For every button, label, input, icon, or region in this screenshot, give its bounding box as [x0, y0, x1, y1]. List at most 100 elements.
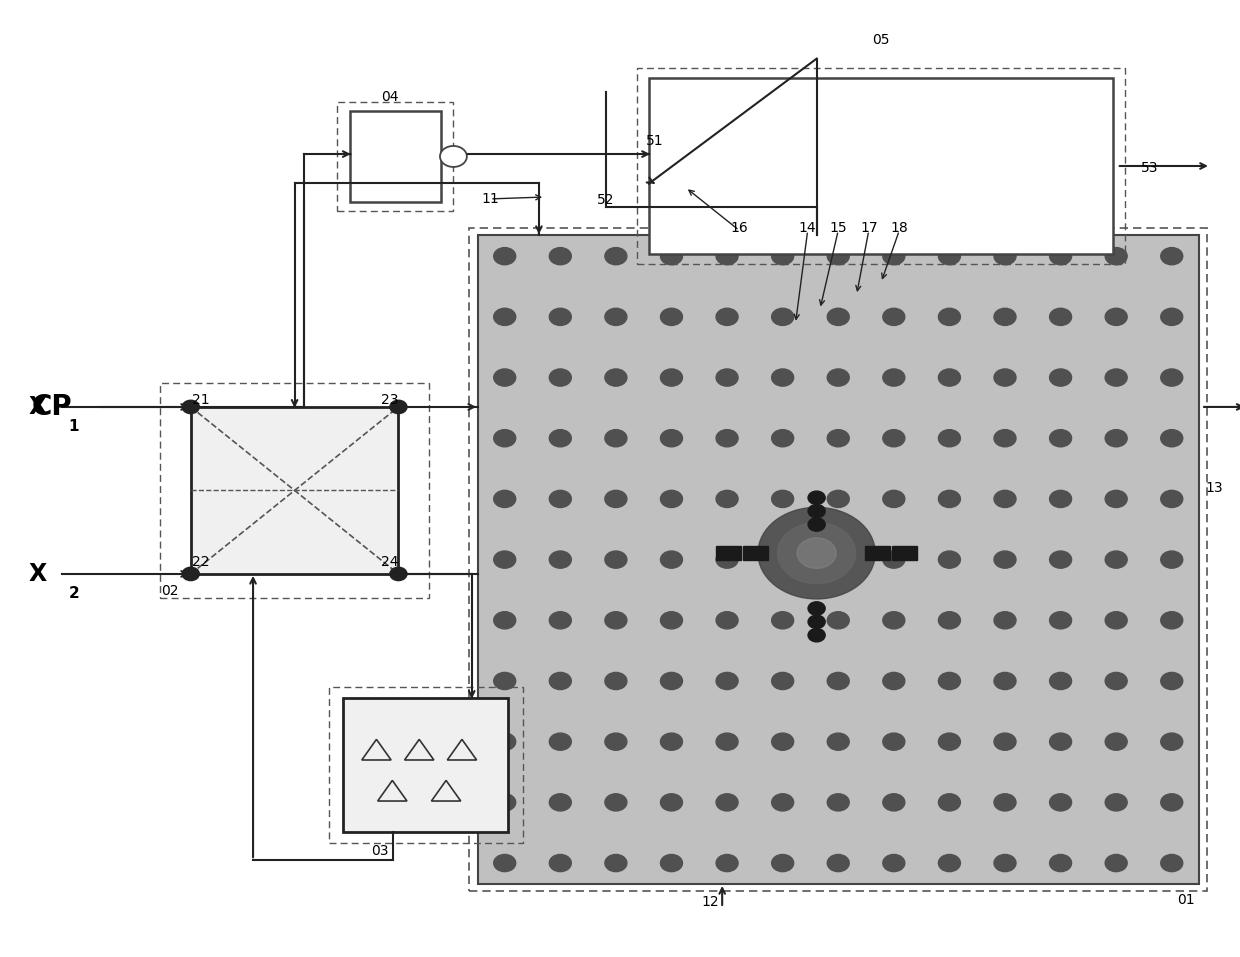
- Circle shape: [1161, 551, 1183, 568]
- Circle shape: [883, 855, 905, 872]
- Circle shape: [389, 400, 407, 413]
- Circle shape: [939, 308, 961, 325]
- Bar: [160, 383, 429, 598]
- Circle shape: [808, 629, 825, 642]
- Circle shape: [1105, 612, 1127, 629]
- Circle shape: [883, 490, 905, 507]
- Circle shape: [827, 793, 849, 811]
- Circle shape: [883, 733, 905, 750]
- Circle shape: [758, 507, 875, 599]
- Circle shape: [827, 308, 849, 325]
- Circle shape: [494, 733, 516, 750]
- Circle shape: [715, 369, 738, 386]
- Text: 12: 12: [701, 895, 719, 909]
- Circle shape: [883, 673, 905, 690]
- Circle shape: [994, 248, 1016, 265]
- Circle shape: [939, 490, 961, 507]
- Bar: [337, 101, 454, 211]
- Circle shape: [1049, 855, 1071, 872]
- Circle shape: [771, 430, 794, 447]
- Circle shape: [771, 308, 794, 325]
- Circle shape: [661, 612, 682, 629]
- Circle shape: [605, 673, 627, 690]
- Circle shape: [994, 855, 1016, 872]
- Bar: [343, 698, 508, 832]
- Text: 05: 05: [872, 33, 890, 47]
- Circle shape: [1049, 793, 1071, 811]
- Text: 53: 53: [1141, 162, 1158, 175]
- Circle shape: [605, 308, 627, 325]
- Text: 11: 11: [481, 192, 498, 206]
- Circle shape: [661, 855, 682, 872]
- Circle shape: [494, 551, 516, 568]
- Circle shape: [1161, 369, 1183, 386]
- Circle shape: [771, 793, 794, 811]
- Circle shape: [715, 855, 738, 872]
- Text: 01: 01: [1178, 893, 1195, 907]
- Circle shape: [1105, 369, 1127, 386]
- Circle shape: [494, 855, 516, 872]
- Circle shape: [715, 673, 738, 690]
- Circle shape: [994, 369, 1016, 386]
- Circle shape: [605, 490, 627, 507]
- Text: 16: 16: [730, 221, 748, 235]
- Circle shape: [939, 430, 961, 447]
- Circle shape: [605, 612, 627, 629]
- Circle shape: [605, 551, 627, 568]
- Text: 17: 17: [861, 221, 878, 235]
- Circle shape: [827, 673, 849, 690]
- Circle shape: [494, 369, 516, 386]
- Circle shape: [182, 568, 200, 581]
- Text: CP: CP: [32, 393, 73, 421]
- Circle shape: [549, 490, 572, 507]
- Circle shape: [1049, 308, 1071, 325]
- Circle shape: [939, 793, 961, 811]
- Circle shape: [1105, 793, 1127, 811]
- Circle shape: [939, 551, 961, 568]
- Circle shape: [715, 551, 738, 568]
- Text: 2: 2: [68, 586, 79, 600]
- Circle shape: [1105, 248, 1127, 265]
- Circle shape: [939, 673, 961, 690]
- Text: 24: 24: [381, 555, 398, 569]
- Circle shape: [1161, 673, 1183, 690]
- Bar: [649, 78, 1114, 255]
- Circle shape: [771, 855, 794, 872]
- Circle shape: [1105, 490, 1127, 507]
- Circle shape: [1049, 490, 1071, 507]
- Circle shape: [797, 538, 836, 568]
- Circle shape: [994, 308, 1016, 325]
- Bar: [191, 407, 398, 574]
- Circle shape: [994, 733, 1016, 750]
- Circle shape: [605, 430, 627, 447]
- Circle shape: [939, 369, 961, 386]
- Circle shape: [549, 855, 572, 872]
- Circle shape: [827, 369, 849, 386]
- Circle shape: [440, 146, 466, 167]
- Circle shape: [1161, 733, 1183, 750]
- Text: 03: 03: [371, 844, 389, 857]
- Circle shape: [494, 673, 516, 690]
- Circle shape: [939, 248, 961, 265]
- Circle shape: [883, 248, 905, 265]
- Circle shape: [771, 369, 794, 386]
- Circle shape: [605, 733, 627, 750]
- Circle shape: [1049, 612, 1071, 629]
- Circle shape: [494, 490, 516, 507]
- Circle shape: [549, 248, 572, 265]
- Circle shape: [549, 733, 572, 750]
- Bar: [717, 546, 740, 560]
- Circle shape: [494, 430, 516, 447]
- Circle shape: [771, 673, 794, 690]
- Circle shape: [994, 551, 1016, 568]
- Bar: [893, 546, 916, 560]
- Circle shape: [883, 308, 905, 325]
- Circle shape: [1105, 673, 1127, 690]
- Circle shape: [605, 369, 627, 386]
- Circle shape: [661, 793, 682, 811]
- Circle shape: [1161, 248, 1183, 265]
- Text: X: X: [29, 395, 47, 419]
- Text: 22: 22: [192, 555, 210, 569]
- Circle shape: [939, 733, 961, 750]
- Circle shape: [661, 551, 682, 568]
